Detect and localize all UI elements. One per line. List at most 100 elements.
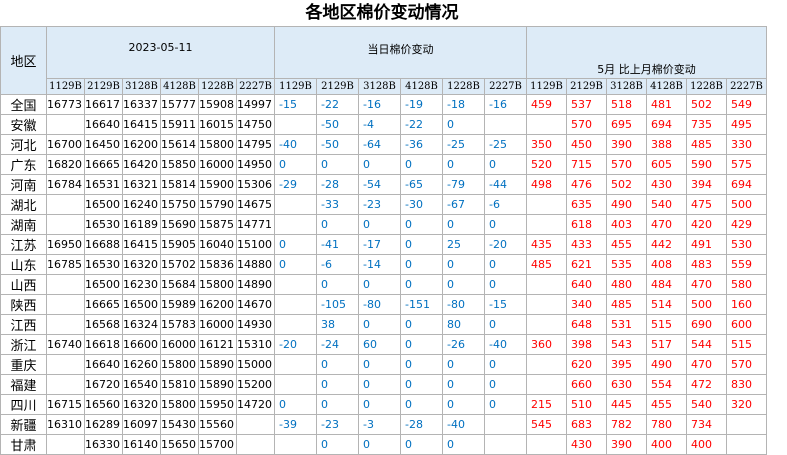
code-header: 4128B: [400, 78, 443, 95]
monthly-change-cell: 640: [566, 274, 607, 295]
data-row: 广东 16820 16665 16420 15850 16000 14950 0 0 0 0 0 0 52…: [0, 154, 767, 175]
monthly-change-cell: 780: [646, 414, 687, 435]
code-header: 1228B: [198, 78, 237, 95]
price-cell: 15800: [198, 274, 237, 295]
daily-change-cell: 0: [442, 154, 485, 175]
code-header: 1228B: [686, 78, 727, 95]
daily-change-cell: 0: [358, 214, 401, 235]
price-cell: 16617: [84, 94, 123, 115]
price-cell: 14670: [236, 294, 275, 315]
daily-change-cell: 0: [484, 354, 527, 375]
price-cell: 16200: [122, 134, 161, 155]
daily-change-cell: [274, 114, 317, 135]
daily-change-cell: -39: [274, 414, 317, 435]
daily-change-cell: 0: [400, 254, 443, 275]
price-cell: 15690: [160, 214, 199, 235]
monthly-change-cell: 470: [686, 354, 727, 375]
daily-change-cell: 0: [484, 314, 527, 335]
data-row: 全国 16773 16617 16337 15777 15908 14997 -15 -22 -1…: [0, 94, 767, 115]
price-cell: 16500: [84, 194, 123, 215]
monthly-change-cell: 559: [726, 254, 767, 275]
data-row: 湖南 16530 16189 15690 15875 14771 0 0 0 0 0 618 403 47…: [0, 214, 767, 235]
daily-change-cell: [484, 434, 527, 455]
price-cell: 16618: [84, 334, 123, 355]
daily-change-cell: 0: [358, 274, 401, 295]
price-cell: 16700: [46, 134, 85, 155]
code-header: 4128B: [646, 78, 687, 95]
data-row: 河北 16700 16450 16200 15614 15800 14795 -40 -50 -6…: [0, 134, 767, 155]
price-cell: [46, 114, 85, 135]
region-cell: 浙江: [0, 334, 47, 355]
price-cell: 15850: [160, 154, 199, 175]
daily-change-cell: -40: [274, 134, 317, 155]
daily-change-cell: 0: [316, 354, 359, 375]
region-cell: 福建: [0, 374, 47, 395]
price-cell: 15905: [160, 234, 199, 255]
monthly-change-cell: 215: [526, 394, 567, 415]
monthly-change-cell: 429: [726, 214, 767, 235]
monthly-change-cell: 395: [606, 354, 647, 375]
daily-change-cell: 0: [484, 254, 527, 275]
daily-change-cell: 0: [400, 354, 443, 375]
price-cell: 15900: [198, 174, 237, 195]
daily-change-cell: 0: [442, 394, 485, 415]
daily-change-cell: -23: [316, 414, 359, 435]
price-cell: 15814: [160, 174, 199, 195]
price-cell: 15836: [198, 254, 237, 275]
monthly-change-cell: 570: [726, 354, 767, 375]
price-cell: 15777: [160, 94, 199, 115]
price-cell: 14950: [236, 154, 275, 175]
monthly-change-cell: 442: [646, 234, 687, 255]
region-cell: 全国: [0, 94, 47, 115]
code-header: 1129B: [46, 78, 85, 95]
monthly-change-cell: 620: [566, 354, 607, 375]
data-row: 浙江 16740 16618 16600 16000 16121 15310 -20 -24 60…: [0, 334, 767, 355]
monthly-change-cell: 495: [726, 114, 767, 135]
monthly-change-cell: 470: [686, 274, 727, 295]
price-cell: 16321: [122, 174, 161, 195]
daily-change-cell: 0: [484, 374, 527, 395]
title: 各地区棉价变动情况: [305, 3, 459, 23]
data-row: 山西 16500 16230 15684 15800 14890 0 0 0 0 0 640 480 48…: [0, 274, 767, 295]
monthly-change-cell: 502: [606, 174, 647, 195]
monthly-change-cell: 510: [566, 394, 607, 415]
header-row: 地区 2023-05-11 当日棉价变动 5月 比上月棉价变动: [0, 26, 767, 95]
daily-change-cell: 0: [442, 214, 485, 235]
daily-change-cell: -19: [400, 94, 443, 115]
daily-change-cell: 0: [442, 274, 485, 295]
monthly-change-cell: 459: [526, 94, 567, 115]
daily-change-cell: [274, 434, 317, 455]
data-row: 江西 16568 16324 15783 16000 14930 38 0 0 80 0 648 531…: [0, 314, 767, 335]
monthly-change-cell: 694: [726, 174, 767, 195]
price-cell: 15890: [198, 354, 237, 375]
monthly-change-cell: 520: [526, 154, 567, 175]
monthly-change-cell: 515: [646, 314, 687, 335]
monthly-change-cell: 734: [686, 414, 727, 435]
price-cell: 14997: [236, 94, 275, 115]
code-header: 1129B: [274, 78, 317, 95]
monthly-change-cell: 491: [686, 234, 727, 255]
monthly-change-cell: 420: [686, 214, 727, 235]
monthly-change-cell: 500: [686, 294, 727, 315]
data-row: 湖北 16500 16240 15750 15790 14675 -33 -23 -30 -67-…: [0, 194, 767, 215]
price-cell: 15700: [198, 434, 237, 455]
region-cell: 重庆: [0, 354, 47, 375]
monthly-change-cell: 403: [606, 214, 647, 235]
daily-change-cell: -28: [400, 414, 443, 435]
monthly-change-cell: [526, 194, 567, 215]
region-cell: 陕西: [0, 294, 47, 315]
monthly-change-cell: 514: [646, 294, 687, 315]
price-cell: 15306: [236, 174, 275, 195]
region-cell: 甘肃: [0, 434, 47, 455]
price-cell: 16240: [122, 194, 161, 215]
monthly-change-cell: 570: [566, 114, 607, 135]
daily-change-cell: 0: [274, 154, 317, 175]
monthly-change-cell: 590: [686, 154, 727, 175]
monthly-change-cell: 433: [566, 234, 607, 255]
price-cell: 16320: [122, 394, 161, 415]
daily-change-cell: 0: [442, 254, 485, 275]
monthly-change-cell: 445: [606, 394, 647, 415]
region-cell: 江西: [0, 314, 47, 335]
region-header: 地区: [0, 26, 47, 95]
daily-change-cell: 0: [400, 214, 443, 235]
